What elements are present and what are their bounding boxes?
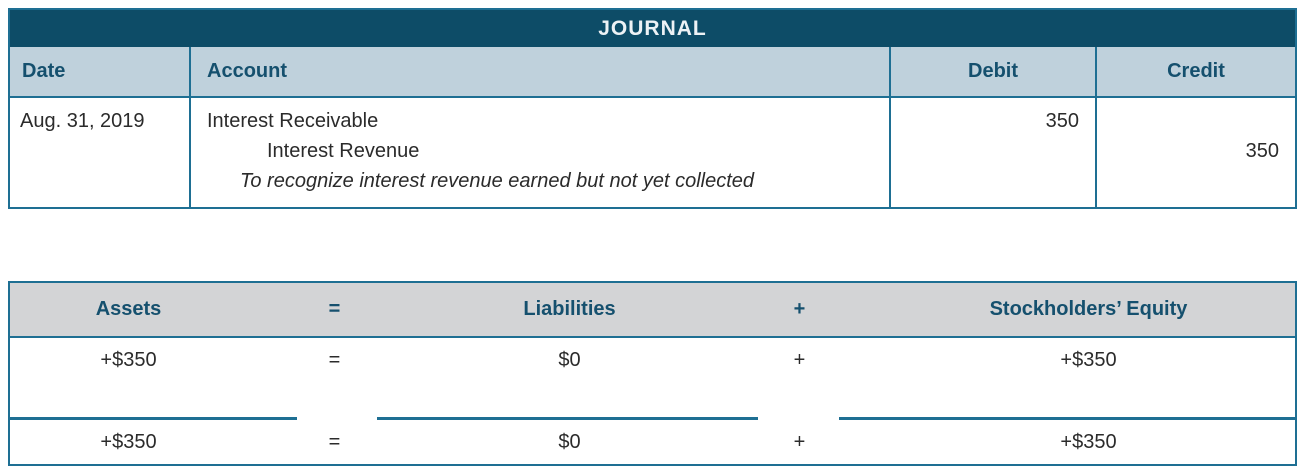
journal-title: JOURNAL — [10, 10, 1295, 47]
entry-debit-account: Interest Receivable — [207, 110, 379, 132]
equation-header-row: Assets = Liabilities + Stockholders’ Equ… — [10, 283, 1295, 338]
column-header-credit: Credit — [1167, 60, 1225, 82]
equity-underline — [839, 417, 1295, 420]
assets-change: +$350 — [100, 349, 157, 371]
plus-sign: + — [793, 298, 806, 320]
accounting-equation-table: Assets = Liabilities + Stockholders’ Equ… — [8, 281, 1297, 466]
liabilities-total: $0 — [558, 430, 581, 453]
journal-entry-row: Aug. 31, 2019 Interest Receivable Intere… — [10, 98, 1295, 207]
entry-memo: To recognize interest revenue earned but… — [240, 170, 755, 192]
equals-sign: = — [328, 430, 341, 453]
equation-header-equity: Stockholders’ Equity — [989, 298, 1188, 320]
assets-total: +$350 — [100, 430, 157, 453]
journal-header-row: Date Account Debit Credit — [10, 47, 1295, 98]
assets-underline — [10, 417, 297, 420]
totals-underline — [10, 417, 1295, 420]
plus-sign: + — [793, 430, 806, 453]
column-header-account: Account — [191, 47, 891, 96]
plus-sign: + — [793, 349, 806, 371]
equity-total: +$350 — [1060, 430, 1117, 453]
liabilities-underline — [377, 417, 758, 420]
entry-credit-amount: 350 — [1245, 140, 1279, 162]
entry-account-cell: Interest Receivable Interest Revenue To … — [191, 98, 891, 207]
column-header-debit: Debit — [891, 47, 1097, 96]
entry-debit-amount: 350 — [891, 98, 1097, 207]
equals-sign: = — [328, 349, 341, 371]
equity-change: +$350 — [1060, 349, 1117, 371]
equals-sign: = — [328, 298, 341, 320]
column-header-date: Date — [10, 47, 191, 96]
equation-header-assets: Assets — [95, 298, 162, 320]
journal-table: JOURNAL Date Account Debit Credit Aug. 3… — [8, 8, 1297, 209]
entry-date: Aug. 31, 2019 — [10, 98, 191, 207]
equation-change-row: +$350 = $0 + +$350 — [10, 338, 1295, 417]
equation-header-liabilities: Liabilities — [523, 298, 616, 320]
equation-total-row: +$350 = $0 + +$350 — [10, 420, 1295, 464]
entry-credit-account: Interest Revenue — [267, 140, 420, 162]
liabilities-change: $0 — [558, 349, 581, 371]
